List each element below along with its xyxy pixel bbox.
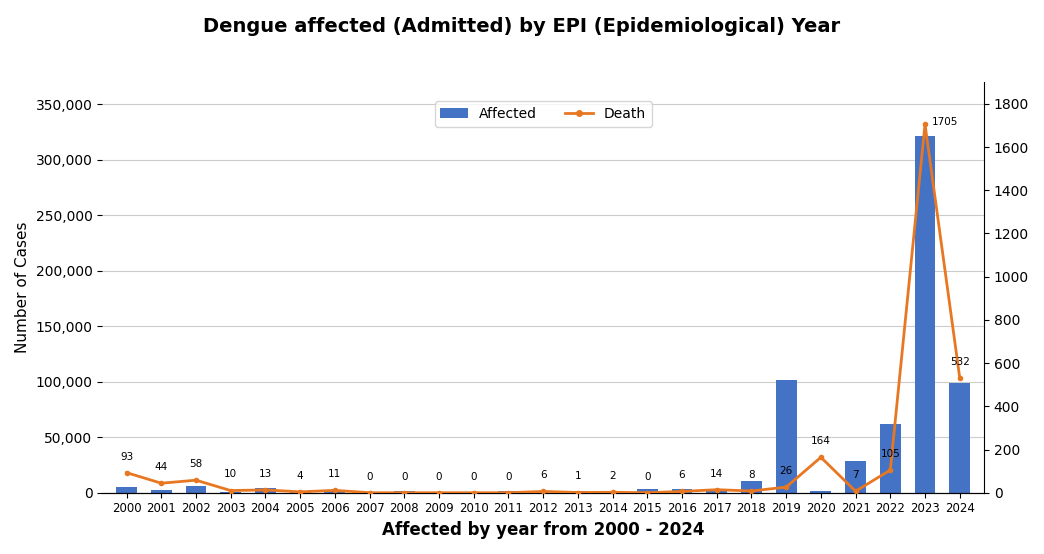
Text: 14: 14 — [710, 469, 723, 479]
Text: 4: 4 — [296, 471, 304, 481]
Bar — [915, 136, 935, 493]
Death — [329, 487, 341, 494]
Text: 0: 0 — [505, 471, 512, 481]
Bar — [810, 491, 831, 493]
Text: 6: 6 — [540, 470, 546, 480]
Bar — [671, 489, 692, 493]
Death — [780, 484, 792, 490]
Death — [572, 489, 585, 496]
Bar — [394, 491, 414, 493]
Death — [259, 486, 271, 493]
Text: 10: 10 — [224, 469, 237, 479]
Bar — [290, 491, 310, 493]
Bar — [741, 481, 762, 493]
Death — [433, 489, 446, 496]
Text: Dengue affected (Admitted) by EPI (Epidemiological) Year: Dengue affected (Admitted) by EPI (Epide… — [204, 17, 840, 35]
Death — [711, 486, 723, 493]
Death — [675, 488, 688, 495]
Text: 8: 8 — [749, 470, 755, 480]
Death — [120, 469, 133, 476]
Bar — [498, 491, 519, 493]
Text: 0: 0 — [366, 471, 373, 481]
Death — [363, 489, 376, 496]
Bar — [255, 489, 276, 493]
Death — [294, 489, 307, 495]
Bar — [846, 461, 867, 493]
Death — [398, 489, 410, 496]
Legend: Affected, Death: Affected, Death — [434, 101, 651, 127]
Death — [190, 477, 203, 484]
Bar — [707, 490, 727, 493]
Text: 58: 58 — [189, 459, 203, 469]
Text: 105: 105 — [880, 449, 900, 459]
Death — [919, 121, 931, 127]
Death — [224, 487, 237, 494]
Text: 0: 0 — [644, 471, 650, 481]
Bar — [776, 380, 797, 493]
Y-axis label: Number of Cases: Number of Cases — [15, 222, 30, 353]
Death — [814, 454, 827, 460]
Text: 0: 0 — [471, 471, 477, 481]
Text: 11: 11 — [328, 469, 341, 479]
Death — [155, 480, 167, 486]
Bar — [325, 490, 346, 493]
Death — [745, 488, 758, 494]
Death — [468, 489, 480, 496]
Text: 26: 26 — [780, 466, 792, 476]
Text: 93: 93 — [120, 452, 134, 461]
Death — [537, 488, 549, 495]
Bar — [568, 491, 588, 493]
Death — [850, 488, 862, 495]
Death — [607, 489, 619, 496]
Text: 7: 7 — [852, 470, 859, 480]
Text: 6: 6 — [679, 470, 685, 480]
Text: 532: 532 — [950, 357, 970, 367]
Death — [502, 489, 515, 496]
Bar — [949, 383, 970, 493]
Bar — [116, 486, 137, 493]
Text: 1: 1 — [574, 471, 582, 481]
Text: 0: 0 — [435, 471, 443, 481]
Bar — [151, 490, 171, 493]
Text: 0: 0 — [401, 471, 407, 481]
Death — [884, 466, 897, 473]
Text: 13: 13 — [259, 469, 272, 479]
Death — [641, 489, 654, 496]
Text: 44: 44 — [155, 462, 168, 472]
Death — [953, 375, 966, 381]
Text: 164: 164 — [811, 436, 831, 446]
Bar — [186, 486, 207, 493]
X-axis label: Affected by year from 2000 - 2024: Affected by year from 2000 - 2024 — [382, 521, 705, 539]
Text: 1705: 1705 — [932, 116, 958, 127]
Text: 2: 2 — [610, 471, 616, 481]
Line: Death: Death — [124, 122, 962, 495]
Bar — [880, 423, 901, 493]
Bar — [532, 492, 553, 493]
Bar — [637, 489, 658, 493]
